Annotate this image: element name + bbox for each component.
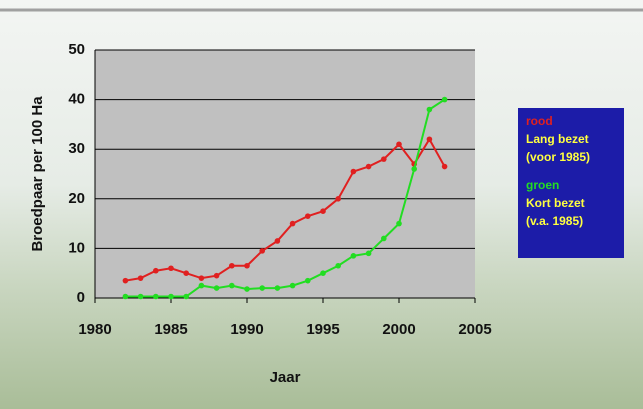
data-point xyxy=(153,293,159,300)
data-point xyxy=(153,267,159,274)
legend-description: (voor 1985) xyxy=(526,150,590,164)
data-point xyxy=(411,166,418,172)
data-point xyxy=(320,208,326,214)
data-point xyxy=(441,163,448,170)
legend-name: groen xyxy=(526,178,559,192)
data-point xyxy=(335,262,342,269)
data-point xyxy=(350,168,357,175)
data-point xyxy=(122,277,129,284)
data-point xyxy=(183,293,189,300)
data-point xyxy=(259,285,266,291)
legend-description: Lang bezet xyxy=(526,132,589,146)
legend-box xyxy=(518,108,624,258)
series-line xyxy=(125,137,446,282)
x-tick-label: 1990 xyxy=(230,321,263,338)
y-tick-label: 0 xyxy=(77,289,85,306)
data-point xyxy=(137,293,144,300)
data-point xyxy=(244,286,250,292)
data-point xyxy=(381,235,387,242)
legend-name: rood xyxy=(526,114,553,128)
data-point xyxy=(274,285,281,291)
legend-description: (v.a. 1985) xyxy=(526,214,583,228)
data-point xyxy=(365,250,372,257)
plot-area xyxy=(95,50,475,298)
data-point xyxy=(168,265,174,272)
y-axis-label: Broedpaar per 100 Ha xyxy=(29,96,46,252)
data-point xyxy=(244,262,250,269)
data-point xyxy=(396,141,402,148)
data-point xyxy=(305,213,311,219)
y-tick-label: 40 xyxy=(68,91,85,108)
data-point xyxy=(274,238,281,244)
data-point xyxy=(168,293,174,300)
data-point xyxy=(229,282,235,289)
series-line xyxy=(125,98,446,298)
x-tick-label: 1985 xyxy=(154,321,187,338)
data-point xyxy=(441,96,448,103)
data-point xyxy=(289,220,296,227)
data-point xyxy=(365,163,372,170)
data-point xyxy=(396,220,402,227)
y-tick-label: 10 xyxy=(68,239,85,256)
data-point xyxy=(229,262,235,269)
data-point xyxy=(259,248,266,254)
x-tick-label: 2000 xyxy=(382,321,415,338)
data-point xyxy=(198,282,205,289)
data-point xyxy=(183,270,189,277)
data-point xyxy=(426,136,433,143)
x-tick-label: 2005 xyxy=(458,321,491,338)
data-point xyxy=(305,277,311,284)
data-point xyxy=(335,196,342,202)
data-point xyxy=(381,156,387,162)
x-axis-label: Jaar xyxy=(270,369,301,386)
x-tick-label: 1980 xyxy=(78,321,111,338)
data-point xyxy=(426,106,433,113)
data-point xyxy=(122,293,129,300)
data-point xyxy=(320,270,326,277)
data-point xyxy=(213,272,220,279)
data-point xyxy=(137,275,144,281)
y-tick-label: 20 xyxy=(68,190,85,207)
data-point xyxy=(198,275,205,281)
y-tick-label: 50 xyxy=(68,41,85,58)
data-point xyxy=(289,282,296,289)
x-tick-label: 1995 xyxy=(306,321,339,338)
data-point xyxy=(350,253,357,259)
legend-description: Kort bezet xyxy=(526,196,585,210)
data-point xyxy=(213,285,220,291)
y-tick-label: 30 xyxy=(68,140,85,157)
